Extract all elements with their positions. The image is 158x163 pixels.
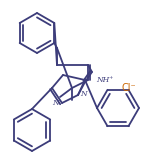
Text: NH⁺: NH⁺ — [96, 76, 113, 84]
Text: Cl⁻: Cl⁻ — [122, 83, 137, 93]
Text: N: N — [80, 90, 86, 98]
Text: N: N — [52, 99, 58, 107]
